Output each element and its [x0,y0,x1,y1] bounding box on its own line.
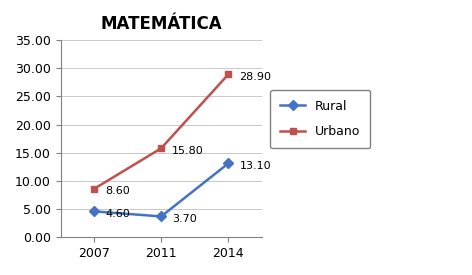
Line: Rural: Rural [91,160,232,220]
Text: 15.80: 15.80 [172,146,204,156]
Urbano [158,147,164,150]
Title: MATEMÁTICA: MATEMÁTICA [101,15,222,33]
Urbano [91,187,97,191]
Text: 3.70: 3.70 [172,214,197,224]
Text: 8.60: 8.60 [105,186,130,196]
Text: 13.10: 13.10 [239,161,271,171]
Rural [226,162,231,165]
Rural [91,210,97,213]
Legend: Rural, Urbano: Rural, Urbano [270,90,371,148]
Urbano [226,73,231,76]
Rural [158,215,164,218]
Text: 28.90: 28.90 [239,72,271,82]
Line: Urbano: Urbano [91,71,232,192]
Text: 4.60: 4.60 [105,209,130,219]
